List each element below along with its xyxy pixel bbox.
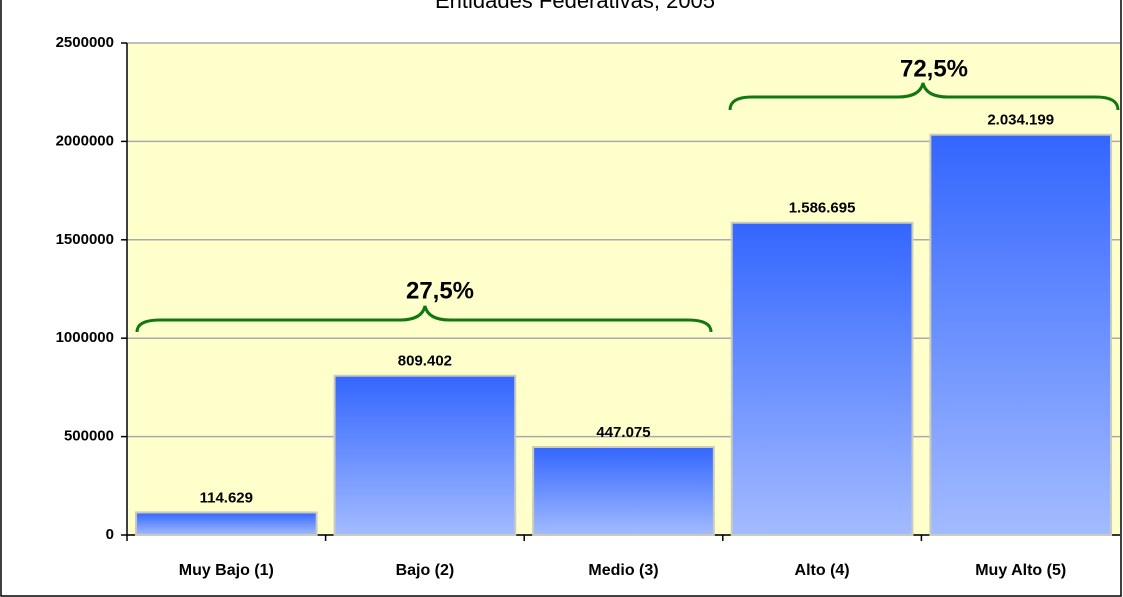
value-label: 809.402 xyxy=(398,353,452,370)
brace xyxy=(728,82,1120,111)
bar xyxy=(333,374,517,536)
x-tick-label: Muy Alto (5) xyxy=(975,562,1066,579)
y-tick-label: 500000 xyxy=(64,428,114,445)
y-tick-label: 1500000 xyxy=(56,231,114,248)
x-tick-label: Medio (3) xyxy=(588,562,658,579)
x-tick-label: Bajo (2) xyxy=(396,562,455,579)
value-label: 2.034.199 xyxy=(987,112,1054,129)
annotation: 72,5% xyxy=(900,55,968,82)
x-tick-label: Muy Bajo (1) xyxy=(179,562,274,579)
value-label: 114.629 xyxy=(200,489,253,506)
bar xyxy=(134,511,318,537)
chart-title: Entidades Federativas, 2005 xyxy=(435,0,715,13)
value-label: 1.586.695 xyxy=(789,200,856,217)
y-tick-label: 2000000 xyxy=(56,132,114,149)
bar xyxy=(532,446,715,536)
x-tick-label: Alto (4) xyxy=(795,562,850,579)
bar xyxy=(929,133,1113,536)
annotation: 27,5% xyxy=(406,277,474,304)
y-tick-label: 1000000 xyxy=(56,329,114,346)
brace xyxy=(135,305,713,333)
bar xyxy=(730,221,914,536)
y-tick-label: 0 xyxy=(106,526,114,543)
y-tick-label: 2500000 xyxy=(56,34,114,51)
value-label: 447.075 xyxy=(596,424,650,441)
